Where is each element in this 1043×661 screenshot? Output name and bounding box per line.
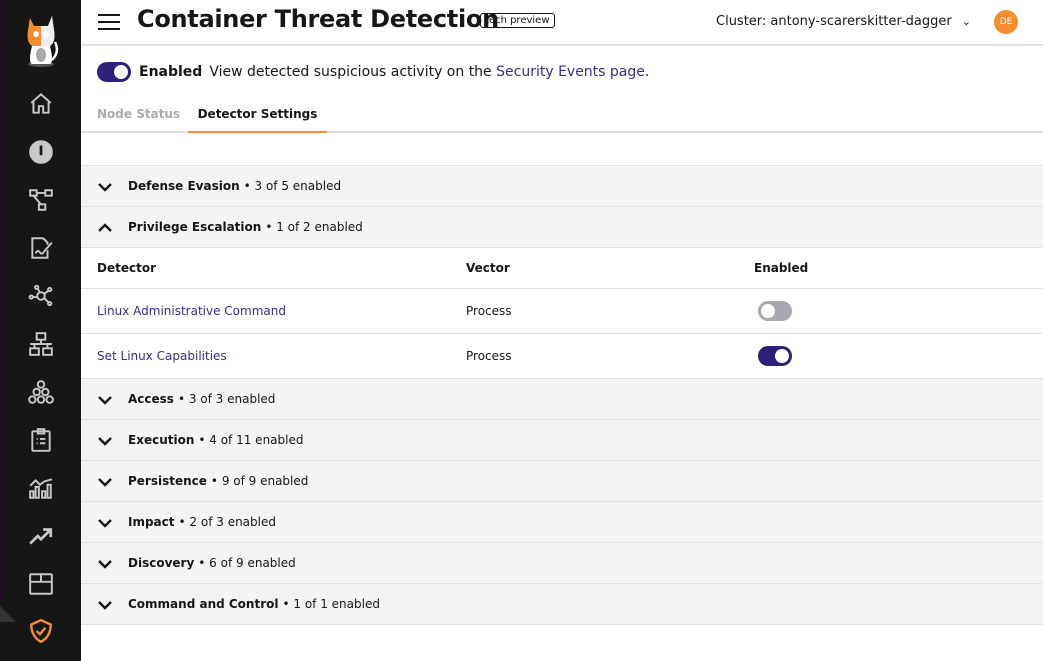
group-name: Command and Control [128, 597, 279, 611]
analytics-icon [28, 478, 52, 499]
group-status: • 6 of 9 enabled [198, 556, 296, 570]
group-row[interactable]: Access • 3 of 3 enabled [81, 379, 1043, 420]
network-icon [28, 284, 52, 307]
group-row[interactable]: Discovery • 6 of 9 enabled [81, 543, 1043, 584]
group-status: • 1 of 2 enabled [265, 220, 363, 234]
tab-node-status[interactable]: Node Status [97, 107, 181, 121]
group-status: • 1 of 1 enabled [282, 597, 380, 611]
nav-endpoints[interactable] [0, 372, 81, 412]
nav-analytics[interactable] [0, 468, 81, 508]
collapse-corner[interactable] [0, 606, 16, 622]
detector-groups: Defense Evasion • 3 of 5 enabled Privilege… [81, 165, 1043, 625]
main: Container Threat Detection tech preview … [81, 0, 1043, 661]
enable-suffix: . [644, 64, 650, 80]
nav-compliance[interactable] [0, 420, 81, 460]
chevron-down-icon[interactable] [97, 181, 113, 192]
col-enabled: Enabled [754, 261, 809, 275]
dashboard-icon [28, 140, 53, 164]
nav-dashboard[interactable] [0, 132, 81, 172]
group-status: • 9 of 9 enabled [210, 474, 309, 488]
flow-icon [28, 189, 53, 211]
group-name: Defense Evasion [128, 179, 240, 193]
nav-container-threat-detection[interactable] [0, 611, 81, 651]
group-status: • 4 of 11 enabled [198, 433, 304, 447]
tab-detector-settings[interactable]: Detector Settings [188, 107, 327, 133]
shield-icon [29, 618, 52, 644]
vector-cell: Process [466, 349, 512, 363]
endpoints-icon [27, 380, 54, 404]
table-row: Linux Administrative Command Process [81, 289, 1043, 334]
detector-link[interactable]: Linux Administrative Command [97, 304, 286, 318]
security-events-link[interactable]: Security Events page [496, 64, 645, 80]
avatar[interactable]: DE [994, 10, 1018, 34]
chevron-down-icon: ⌄ [961, 15, 971, 28]
menu-icon[interactable] [98, 14, 120, 30]
group-row[interactable]: Defense Evasion • 3 of 5 enabled [81, 166, 1043, 207]
sidebar-edge [0, 0, 3, 600]
table-header: Detector Vector Enabled [81, 248, 1043, 289]
enable-label: Enabled [139, 64, 203, 80]
group-name: Impact [128, 515, 175, 529]
table-row: Set Linux Capabilities Process [81, 334, 1043, 379]
chevron-down-icon[interactable] [97, 558, 113, 569]
chevron-down-icon[interactable] [97, 435, 113, 446]
group-status: • 2 of 3 enabled [178, 515, 276, 529]
tech-preview-badge: tech preview [480, 13, 555, 28]
col-detector: Detector [97, 261, 156, 275]
policy-icon [30, 237, 53, 259]
chevron-up-icon[interactable] [97, 222, 113, 232]
trend-icon [28, 528, 52, 545]
sidebar [0, 0, 81, 661]
group-name: Execution [128, 433, 195, 447]
group-row[interactable]: Impact • 2 of 3 enabled [81, 502, 1043, 543]
nav-policy[interactable] [0, 228, 81, 268]
vector-cell: Process [466, 304, 512, 318]
cluster-selector[interactable]: Cluster: antony-scarerskitter-dagger ⌄ [716, 14, 971, 29]
nav-flow[interactable] [0, 180, 81, 220]
group-name: Discovery [128, 556, 195, 570]
chevron-down-icon[interactable] [97, 394, 113, 405]
nav-hierarchy[interactable] [0, 324, 81, 364]
cluster-label: Cluster: antony-scarerskitter-dagger [716, 14, 952, 29]
enable-description: View detected suspicious activity on the [209, 64, 497, 80]
tabs: Node Status Detector Settings [81, 100, 1043, 133]
group-name: Persistence [128, 474, 207, 488]
group-row[interactable]: Persistence • 9 of 9 enabled [81, 461, 1043, 502]
nav-home[interactable] [0, 84, 81, 124]
compliance-icon [30, 428, 51, 452]
box-icon [28, 573, 53, 595]
nav-network[interactable] [0, 276, 81, 316]
cat-logo-icon[interactable] [22, 12, 60, 68]
home-icon [30, 92, 51, 114]
group-name: Access [128, 392, 174, 406]
group-status: • 3 of 5 enabled [243, 179, 342, 193]
chevron-down-icon[interactable] [97, 476, 113, 487]
group-row[interactable]: Privilege Escalation • 1 of 2 enabled [81, 207, 1043, 248]
detector-toggle[interactable] [758, 301, 792, 321]
page-title: Container Threat Detection [137, 5, 499, 33]
col-vector: Vector [466, 261, 510, 275]
detector-toggle[interactable] [758, 346, 792, 366]
group-name: Privilege Escalation [128, 220, 262, 234]
header: Container Threat Detection tech preview … [81, 0, 1043, 46]
nav-trend[interactable] [0, 516, 81, 556]
group-status: • 3 of 3 enabled [177, 392, 276, 406]
nav-box[interactable] [0, 564, 81, 604]
chevron-down-icon[interactable] [97, 599, 113, 610]
detector-link[interactable]: Set Linux Capabilities [97, 349, 227, 363]
chevron-down-icon[interactable] [97, 517, 113, 528]
group-row[interactable]: Command and Control • 1 of 1 enabled [81, 584, 1043, 625]
enable-toggle[interactable] [97, 62, 131, 82]
group-row[interactable]: Execution • 4 of 11 enabled [81, 420, 1043, 461]
enable-row: Enabled View detected suspicious activit… [97, 62, 649, 82]
hierarchy-icon [28, 332, 53, 356]
